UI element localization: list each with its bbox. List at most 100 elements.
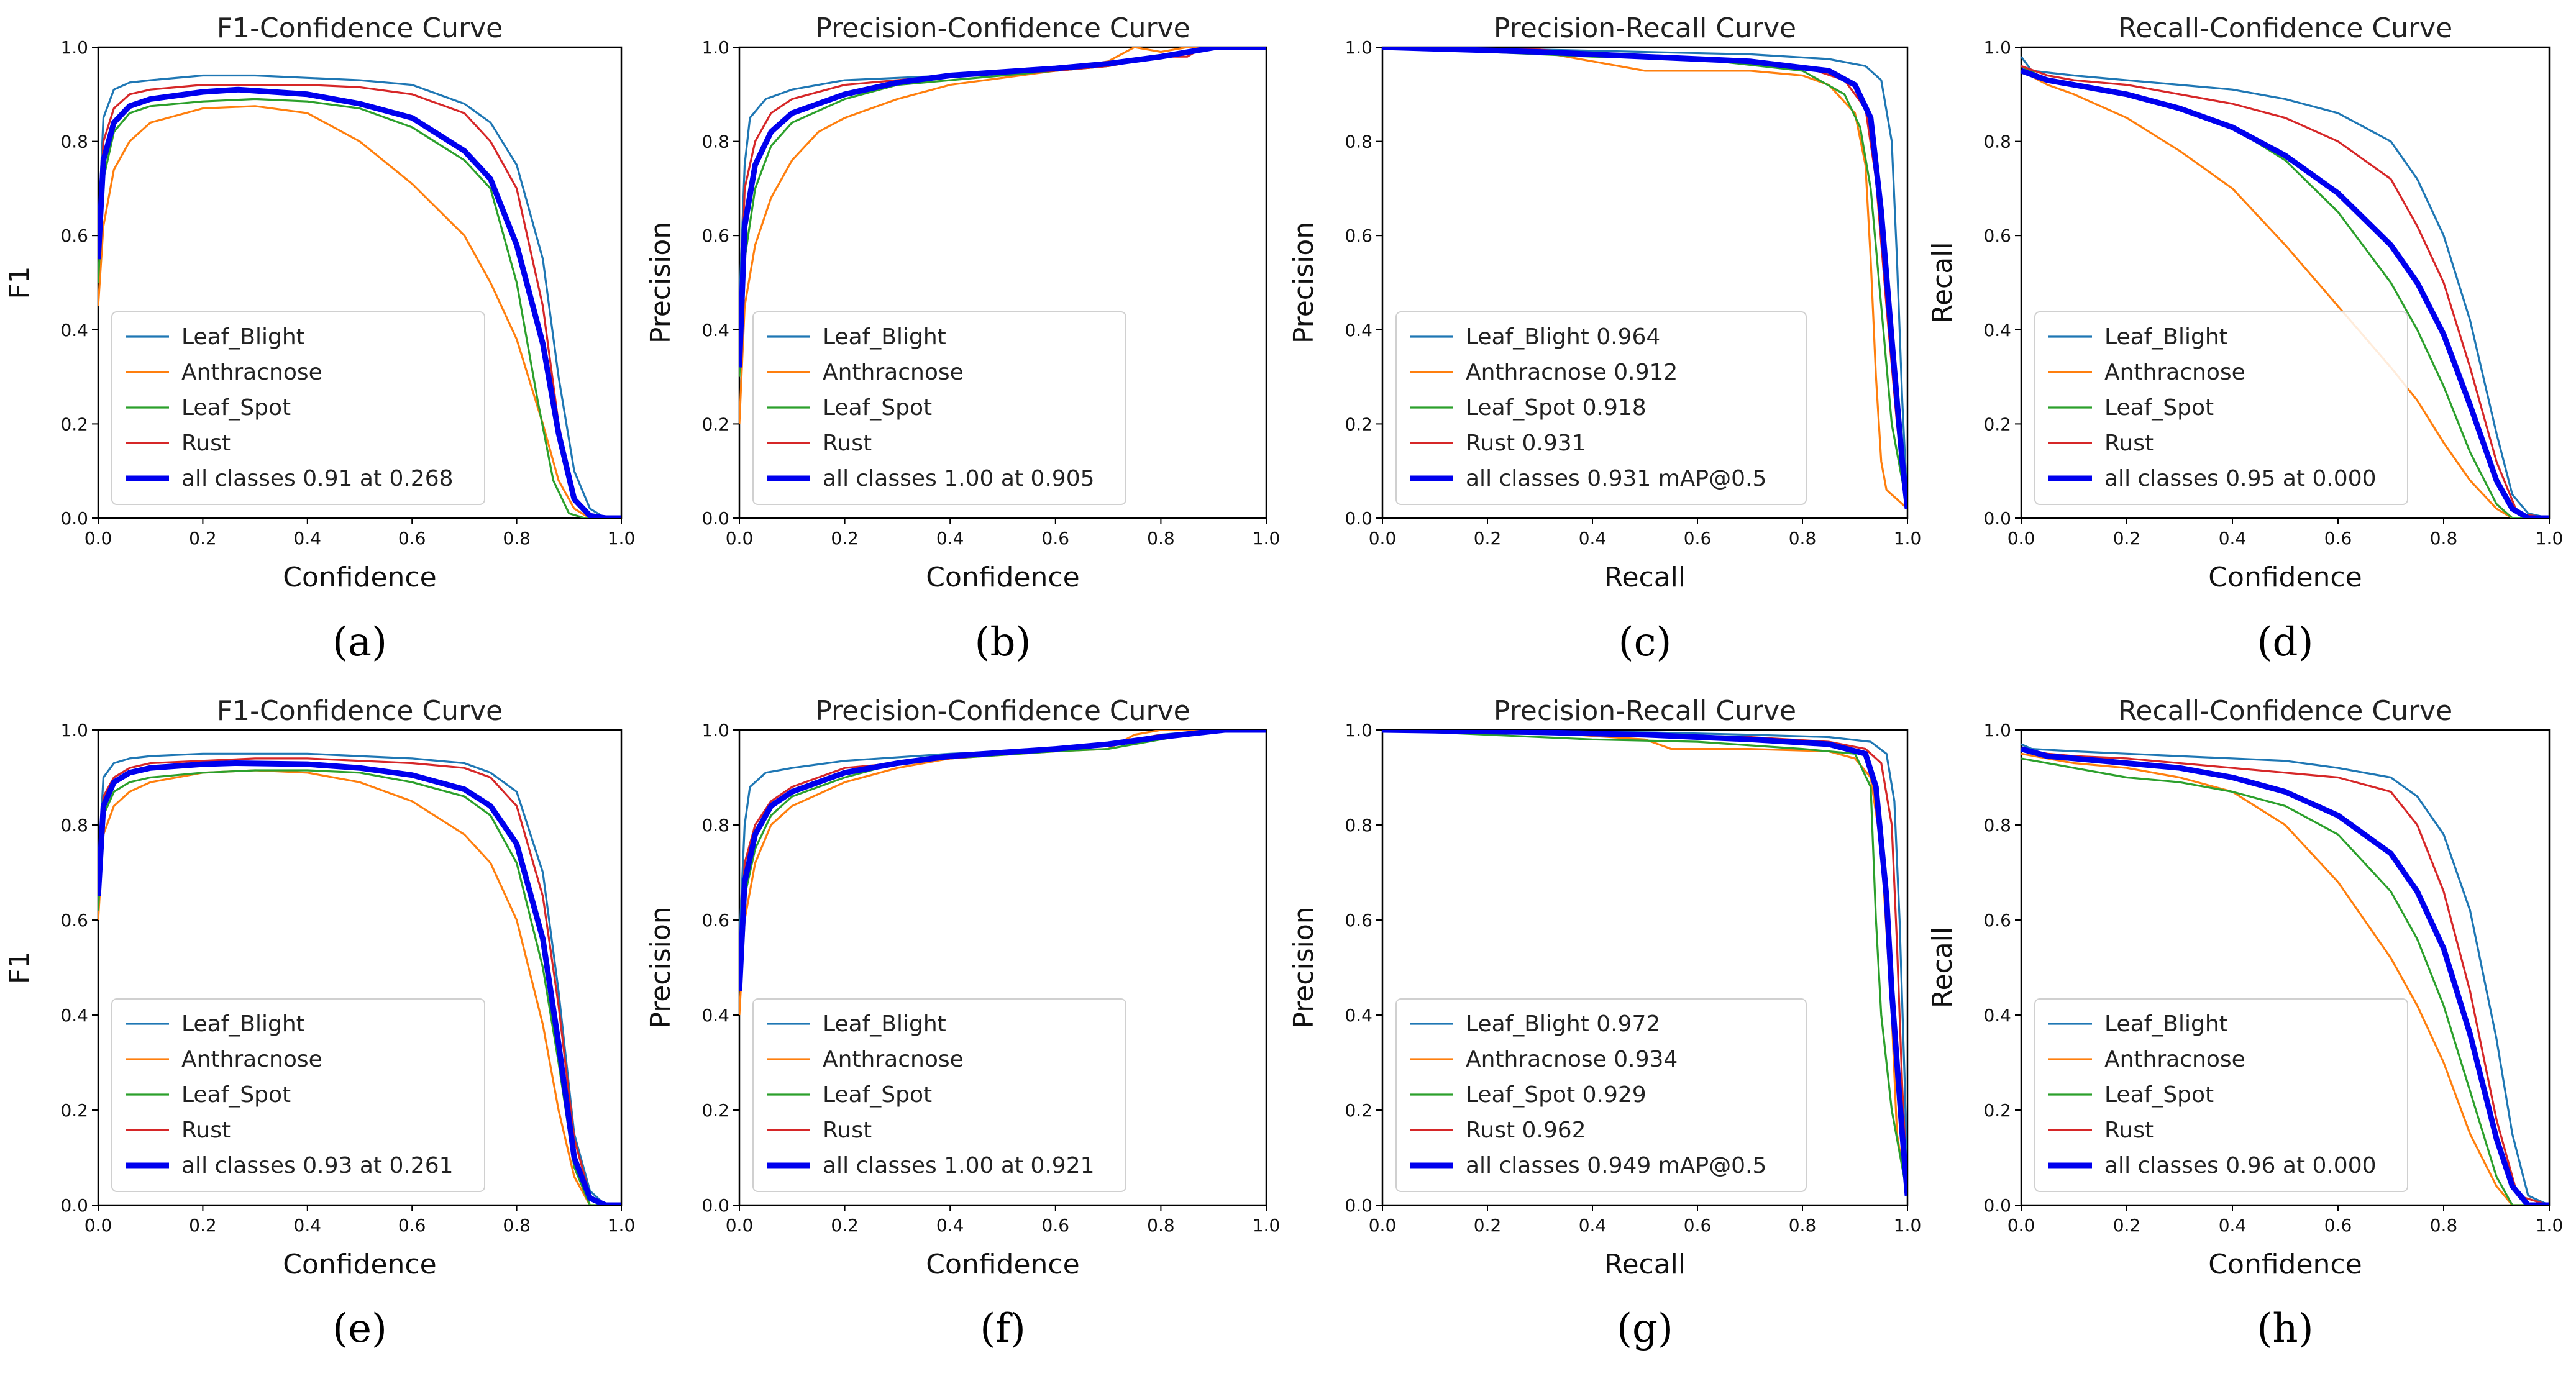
legend-box — [2034, 311, 2408, 505]
y-axis-label: F1 — [4, 266, 35, 299]
x-axis-label: Confidence — [283, 1249, 436, 1280]
y-tick-label: 0.0 — [60, 1195, 88, 1216]
y-tick-label: 0.2 — [1345, 1100, 1372, 1121]
series-line-anthracnose — [739, 47, 1266, 424]
x-tick-label: 0.0 — [2007, 1215, 2035, 1236]
y-tick-label: 1.0 — [60, 720, 88, 740]
y-axis-label: Precision — [1288, 906, 1320, 1028]
x-tick-label: 0.0 — [2007, 528, 2035, 549]
panel-caption: (a) — [332, 619, 387, 665]
x-tick-label: 0.0 — [1369, 1215, 1397, 1236]
legend-box — [752, 311, 1126, 505]
y-tick-label: 0.8 — [1345, 815, 1372, 836]
y-tick-label: 0.4 — [701, 320, 729, 340]
chart-title: F1-Confidence Curve — [217, 695, 503, 727]
legend-entry: Leaf_Blight — [823, 1011, 946, 1037]
y-tick-label: 0.8 — [1345, 132, 1372, 152]
y-tick-label: 0.4 — [1983, 320, 2011, 340]
panel-caption: (b) — [975, 619, 1031, 665]
series-line-all — [1382, 47, 1907, 509]
x-tick-label: 0.2 — [2113, 1215, 2141, 1236]
legend-entry: Anthracnose — [181, 1047, 322, 1072]
y-tick-label: 1.0 — [1345, 37, 1372, 58]
x-tick-label: 0.8 — [1147, 528, 1175, 549]
legend-entry: Leaf_Spot — [181, 1082, 291, 1108]
legend-entry: Leaf_Spot — [823, 1082, 932, 1108]
x-axis-label: Confidence — [926, 562, 1079, 593]
series-line-anthracnose — [2021, 752, 2549, 1205]
y-tick-label: 1.0 — [701, 37, 729, 58]
y-tick-label: 0.6 — [60, 910, 88, 931]
series-line-leaf-blight — [2021, 743, 2549, 1205]
legend-entry: Leaf_Spot — [823, 395, 932, 421]
legend-entry: Leaf_Spot 0.918 — [1466, 395, 1647, 421]
y-tick-label: 0.6 — [60, 226, 88, 246]
y-tick-label: 0.2 — [1345, 414, 1372, 434]
x-tick-label: 1.0 — [2536, 528, 2564, 549]
x-tick-label: 0.0 — [726, 528, 754, 549]
y-tick-label: 0.0 — [701, 508, 729, 529]
x-tick-label: 0.8 — [503, 528, 531, 549]
y-tick-label: 0.2 — [60, 414, 88, 434]
legend: Leaf_Blight Anthracnose Leaf_Spot Rust all c… — [111, 998, 485, 1192]
series-line-anthracnose — [98, 105, 621, 518]
x-axis-label: Confidence — [283, 562, 436, 593]
legend-entry: all classes 1.00 at 0.921 — [823, 1153, 1095, 1178]
legend-entry: all classes 0.91 at 0.268 — [181, 466, 454, 491]
y-tick-label: 0.6 — [701, 910, 729, 931]
legend-entry: Anthracnose — [823, 1047, 964, 1072]
series-line-all — [2021, 68, 2549, 518]
legend-entry: all classes 0.93 at 0.261 — [181, 1153, 454, 1178]
legend: Leaf_Blight Anthracnose Leaf_Spot Rust all c… — [752, 311, 1126, 505]
x-tick-label: 0.4 — [1579, 1215, 1607, 1236]
chart-title: Recall-Confidence Curve — [2118, 12, 2452, 44]
legend-entry: Leaf_Blight — [823, 324, 946, 350]
x-tick-label: 0.6 — [1042, 1215, 1070, 1236]
x-tick-label: 0.4 — [936, 1215, 964, 1236]
x-tick-label: 0.6 — [1684, 1215, 1712, 1236]
legend-box — [1395, 311, 1807, 505]
y-tick-label: 0.6 — [701, 226, 729, 246]
x-tick-label: 0.2 — [2113, 528, 2141, 549]
y-axis-label: Precision — [645, 906, 677, 1028]
legend-entry: Anthracnose 0.912 — [1466, 360, 1678, 385]
x-tick-label: 0.2 — [189, 1215, 217, 1236]
legend-entry: Leaf_Blight — [2104, 1011, 2228, 1037]
x-axis-label: Confidence — [2208, 562, 2362, 593]
x-tick-label: 1.0 — [1894, 528, 1922, 549]
y-tick-label: 1.0 — [60, 37, 88, 58]
legend-box — [111, 311, 485, 505]
chart-panel-e: F1-Confidence Curve 0.0 0.2 0.4 0.6 0.8 1.0 0.0… — [4, 695, 635, 1352]
x-tick-label: 0.8 — [503, 1215, 531, 1236]
chart-panel-f: Precision-Confidence Curve 0.0 0.2 0.4 0.6 0.… — [645, 695, 1280, 1352]
legend-entry: Anthracnose — [181, 360, 322, 385]
x-tick-label: 0.6 — [2324, 1215, 2352, 1236]
y-tick-label: 0.8 — [60, 132, 88, 152]
y-tick-label: 0.6 — [1345, 910, 1372, 931]
legend-entry: all classes 0.949 mAP@0.5 — [1466, 1153, 1766, 1178]
x-tick-label: 0.0 — [726, 1215, 754, 1236]
panel-caption: (e) — [332, 1306, 387, 1352]
legend: Leaf_Blight Anthracnose Leaf_Spot Rust all c… — [2034, 311, 2408, 505]
x-tick-label: 0.6 — [398, 1215, 426, 1236]
legend-entry: Leaf_Blight — [181, 324, 305, 350]
x-tick-label: 0.6 — [2324, 528, 2352, 549]
x-axis-label: Confidence — [2208, 1249, 2362, 1280]
y-tick-label: 0.6 — [1345, 226, 1372, 246]
legend-entry: Rust — [2104, 1118, 2154, 1143]
x-tick-label: 0.4 — [1579, 528, 1607, 549]
x-tick-label: 0.2 — [189, 528, 217, 549]
x-axis-label: Recall — [1604, 1249, 1686, 1280]
series-line-leaf-spot — [98, 98, 621, 518]
x-axis-label: Recall — [1604, 562, 1686, 593]
y-tick-label: 0.0 — [1983, 508, 2011, 529]
y-axis-label: Precision — [645, 222, 677, 344]
y-tick-label: 1.0 — [1983, 720, 2011, 740]
x-tick-label: 1.0 — [1894, 1215, 1922, 1236]
x-tick-label: 0.6 — [1684, 528, 1712, 549]
series-line-all — [1382, 730, 1907, 1196]
x-tick-label: 0.0 — [84, 528, 112, 549]
series-line-anthracnose — [739, 730, 1266, 1016]
y-tick-label: 0.8 — [701, 815, 729, 836]
